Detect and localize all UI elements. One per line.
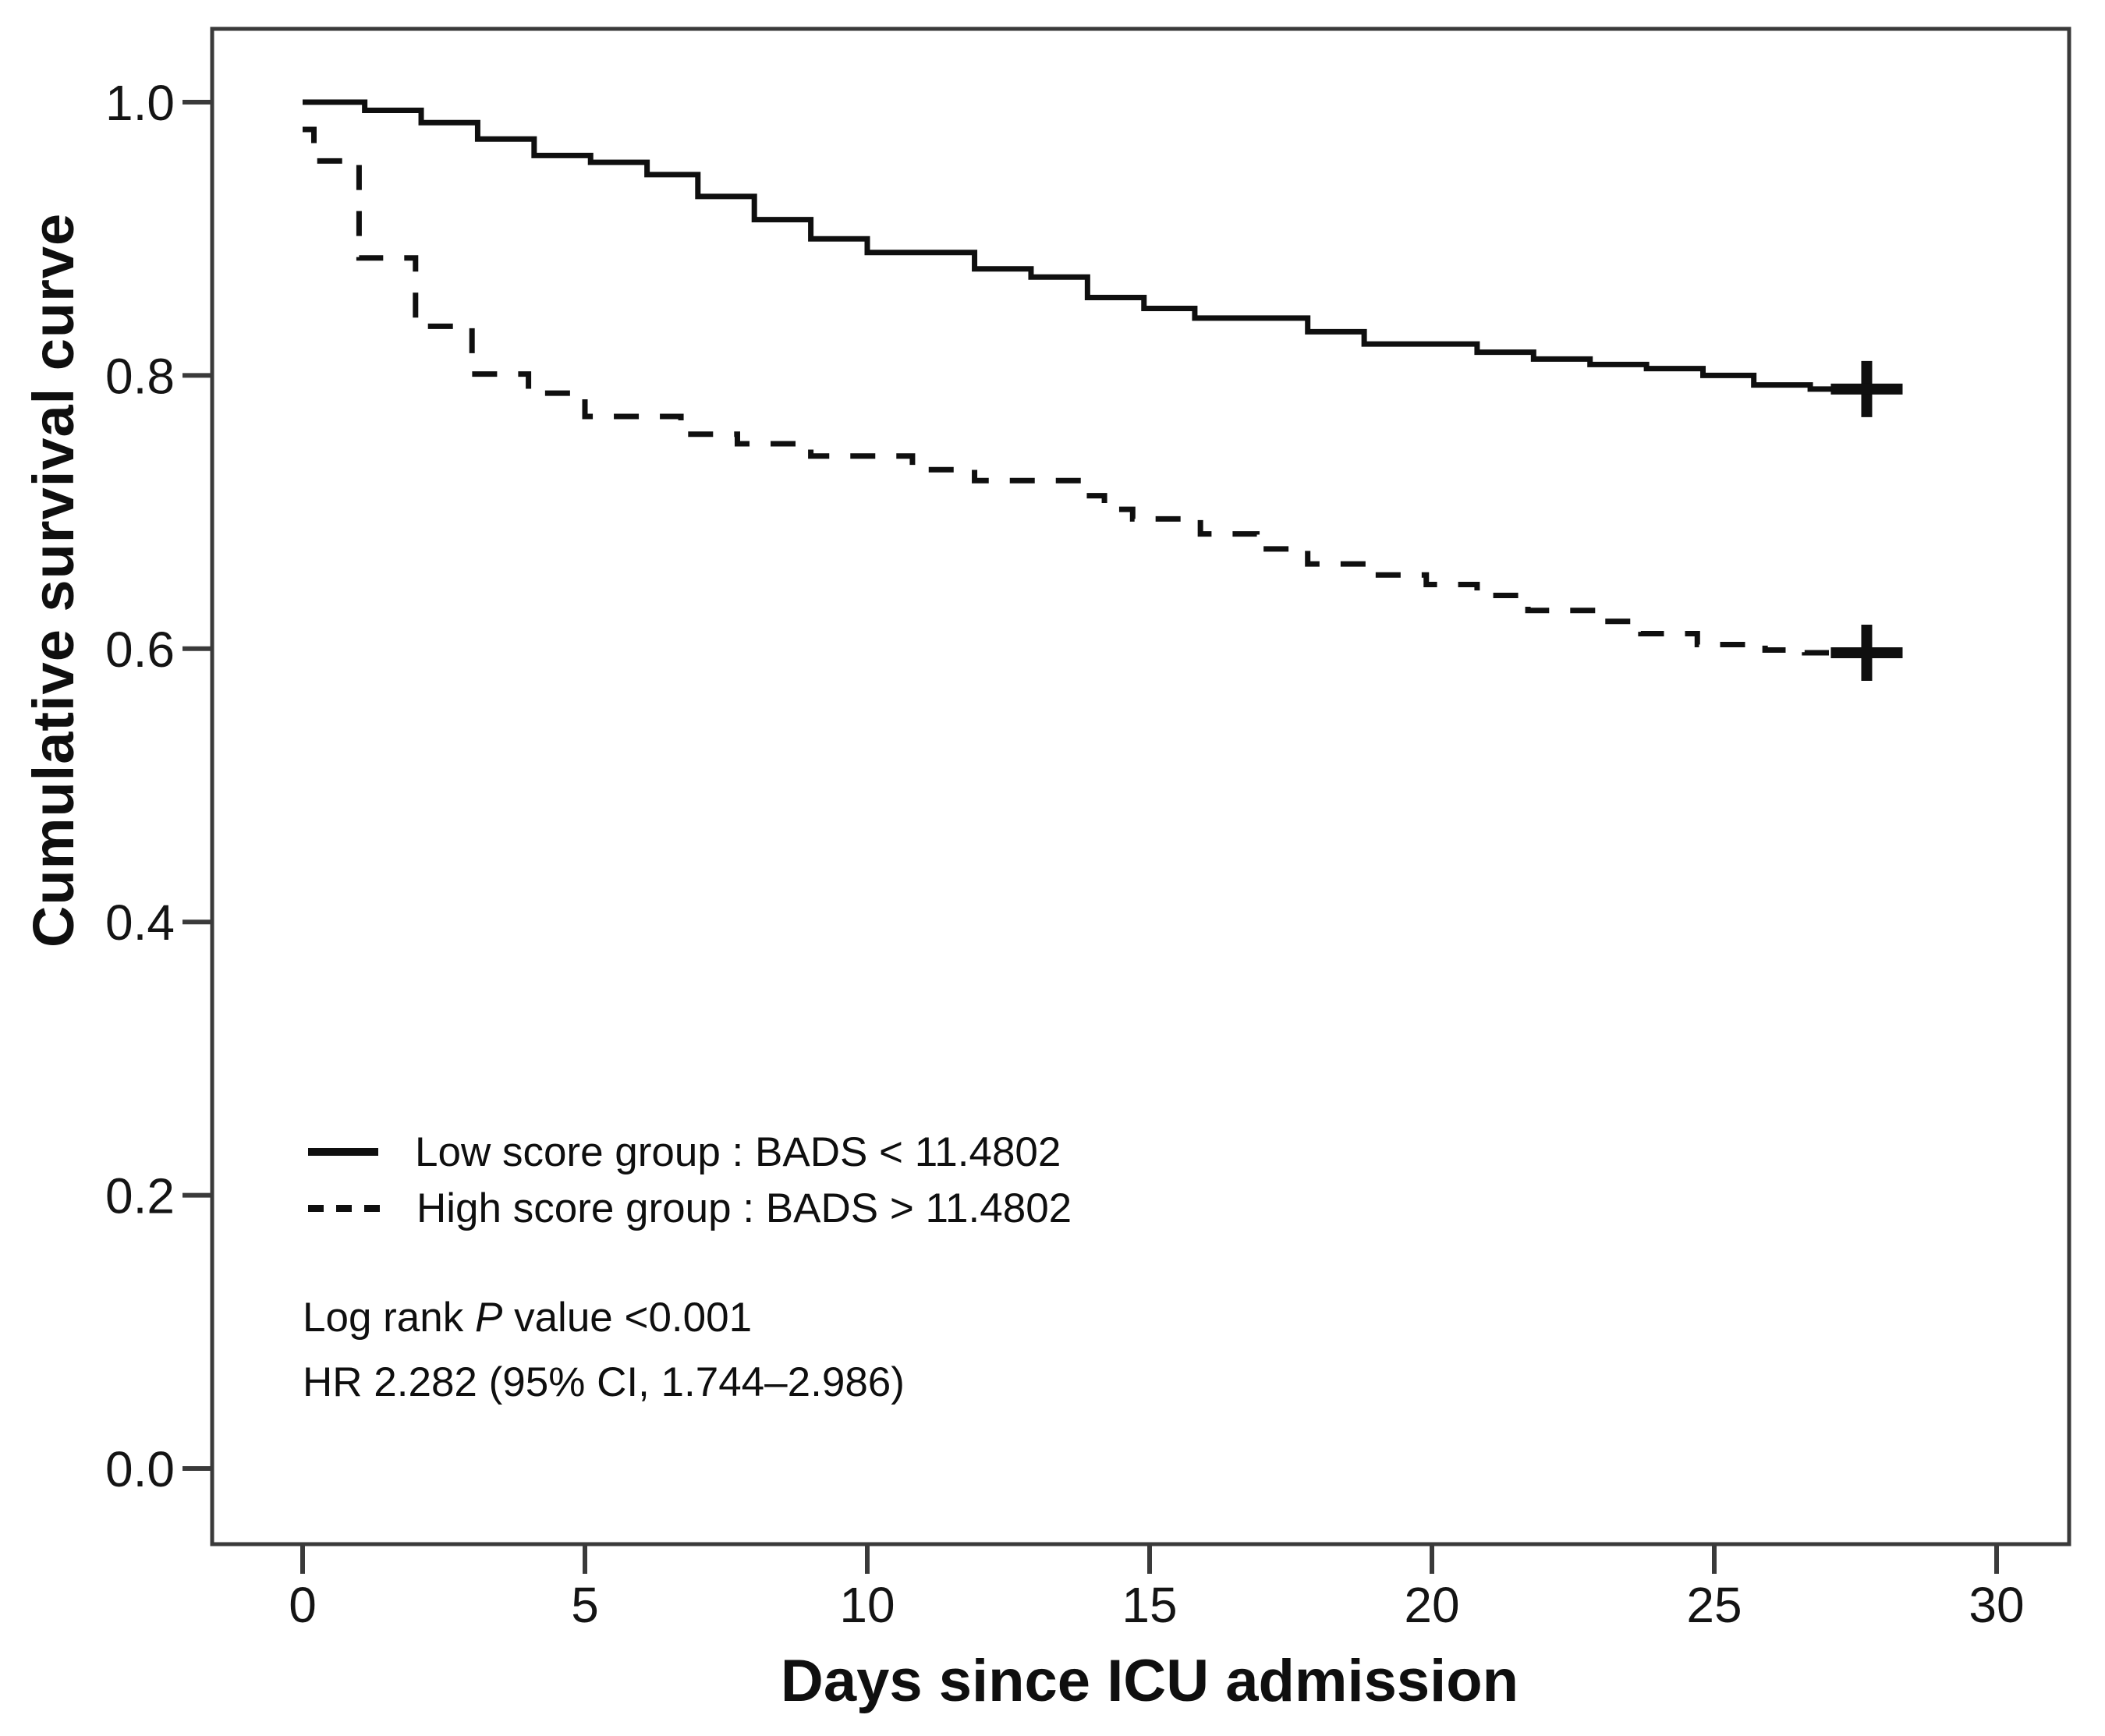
p-value-symbol: P [474,1295,503,1341]
legend-item-low-score: Low score group : BADS < 11.4802 [308,1124,1072,1180]
legend-label-high-score: High score group : BADS > 11.4802 [416,1185,1072,1231]
svg-text:0.8: 0.8 [105,348,175,404]
logrank-line: Log rank P value <0.001 [303,1295,753,1341]
legend-item-high-score: High score group : BADS > 11.4802 [308,1180,1072,1236]
solid-line-swatch [308,1148,378,1156]
plot-frame [210,27,2071,1546]
y-axis-title: Cumulative survival curve [21,212,86,948]
censor-mark [1830,625,1903,682]
svg-text:15: 15 [1122,1577,1177,1633]
svg-text:1.0: 1.0 [105,75,175,131]
hazard-ratio-line: HR 2.282 (95% CI, 1.744–2.986) [303,1359,905,1405]
svg-text:0: 0 [289,1577,317,1633]
svg-text:0.0: 0.0 [105,1441,175,1497]
svg-text:0.4: 0.4 [105,895,175,951]
svg-text:5: 5 [571,1577,599,1633]
y-axis-ticks: 0.0 0.2 0.4 0.6 0.8 1.0 [105,75,212,1497]
x-axis-title: Days since ICU admission [780,1648,1519,1714]
dashed-line-swatch [308,1204,380,1212]
censor-mark [1830,360,1903,417]
high-score-curve [303,126,1901,656]
low-score-curve [303,99,1901,392]
svg-text:30: 30 [1969,1577,2024,1633]
svg-text:20: 20 [1404,1577,1459,1633]
svg-text:0.6: 0.6 [105,622,175,678]
svg-text:0.2: 0.2 [105,1168,175,1224]
legend-label-low-score: Low score group : BADS < 11.4802 [415,1128,1061,1175]
legend: Low score group : BADS < 11.4802 High sc… [308,1124,1072,1236]
x-axis-ticks: 0 5 10 15 20 25 30 [289,1544,2025,1633]
svg-text:25: 25 [1686,1577,1742,1633]
stats-annotation: Log rank P value <0.001 HR 2.282 (95% CI… [303,1285,905,1415]
svg-text:10: 10 [839,1577,895,1633]
